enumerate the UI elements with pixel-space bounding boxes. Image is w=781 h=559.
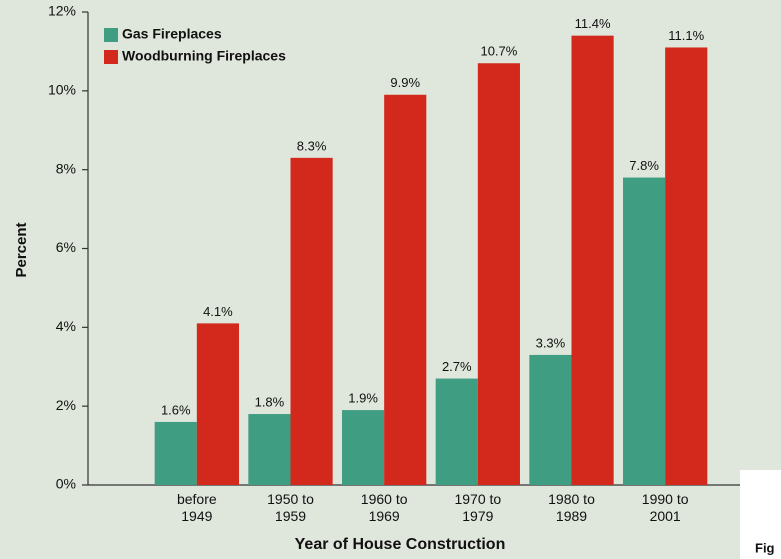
caption: Fig	[755, 540, 775, 555]
data-label: 9.9%	[390, 75, 420, 90]
data-label: 10.7%	[480, 44, 517, 59]
x-tick-label: 1950 to 1959	[267, 491, 314, 524]
data-label: 4.1%	[203, 304, 233, 319]
bar	[154, 421, 197, 485]
legend-label: Gas Fireplaces	[122, 26, 222, 42]
y-tick-label: 6%	[56, 239, 76, 255]
y-tick-label: 12%	[48, 3, 76, 19]
bar	[665, 47, 708, 485]
corner	[740, 470, 781, 559]
y-tick-label: 8%	[56, 160, 76, 176]
data-label: 3.3%	[536, 335, 566, 350]
bar	[342, 410, 385, 485]
bar	[623, 177, 666, 486]
y-tick-label: 0%	[56, 476, 76, 492]
y-axis-label: Percent	[13, 222, 30, 277]
data-label: 11.4%	[575, 16, 611, 31]
x-tick-label: 1960 to 1969	[361, 491, 408, 524]
x-tick-label: 1990 to 2001	[642, 491, 689, 524]
x-tick-label: before 1949	[177, 491, 217, 524]
y-tick-label: 4%	[56, 318, 76, 334]
x-axis-label: Year of House Construction	[295, 536, 506, 553]
data-label: 8.3%	[297, 138, 327, 153]
bar	[248, 414, 291, 485]
bar	[529, 354, 572, 485]
bar	[196, 323, 239, 485]
legend-label: Woodburning Fireplaces	[122, 48, 286, 64]
x-tick-label: 1970 to 1979	[454, 491, 501, 524]
data-label: 2.7%	[442, 359, 472, 374]
legend-swatch	[104, 50, 118, 64]
data-label: 7.8%	[629, 158, 659, 173]
bar	[477, 63, 520, 485]
y-tick-label: 10%	[48, 82, 76, 98]
y-tick-label: 2%	[56, 397, 76, 413]
data-label: 1.8%	[255, 394, 285, 409]
bar	[435, 378, 478, 485]
data-label: 11.1%	[668, 28, 704, 43]
bar	[384, 94, 427, 486]
bar	[571, 35, 614, 486]
data-label: 1.9%	[348, 391, 378, 406]
bar	[290, 157, 333, 485]
legend-swatch	[104, 28, 118, 42]
data-label: 1.6%	[161, 402, 191, 417]
x-tick-label: 1980 to 1989	[548, 491, 595, 524]
